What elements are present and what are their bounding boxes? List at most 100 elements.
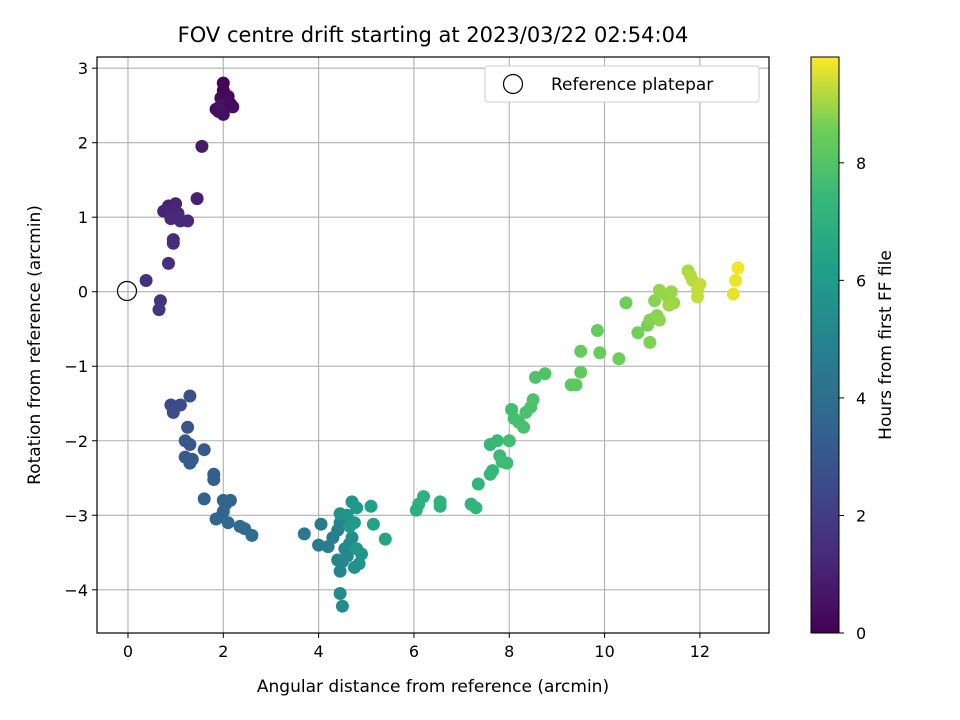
colorbar-gradient [810, 56, 840, 634]
colorbar-tick-label: 4 [856, 389, 866, 408]
data-point [517, 420, 531, 434]
legend-reference-marker [502, 73, 524, 95]
data-point [590, 324, 604, 337]
data-point [366, 517, 380, 531]
data-point [297, 527, 311, 541]
colorbar-ticks: 0 2 4 6 8 [839, 154, 866, 643]
y-tick-label: 1 [78, 208, 88, 227]
data-point [631, 326, 645, 340]
data-point [693, 277, 707, 291]
data-point [183, 389, 197, 403]
legend-box [484, 65, 760, 103]
data-point [195, 139, 209, 153]
data-point [378, 532, 392, 546]
data-point [190, 192, 204, 206]
data-point [526, 393, 540, 407]
data-point [648, 294, 662, 308]
data-point [662, 298, 676, 312]
data-point [347, 560, 361, 574]
legend: Reference platepar [484, 65, 760, 103]
data-point [433, 499, 447, 513]
chart-title: FOV centre drift starting at 2023/03/22 … [178, 23, 689, 47]
data-point [152, 303, 166, 317]
data-point [538, 367, 552, 381]
x-tick-label: 8 [504, 642, 514, 661]
data-point [207, 473, 221, 486]
scatter-points [139, 76, 745, 613]
data-point [209, 512, 223, 526]
x-tick-label: 10 [594, 642, 614, 661]
data-point [355, 547, 368, 561]
data-point [181, 420, 195, 434]
data-point [197, 492, 211, 506]
x-tick-label: 4 [314, 642, 324, 661]
colorbar-tick-label: 8 [856, 154, 866, 173]
data-point [162, 256, 175, 270]
data-point [574, 365, 588, 379]
colorbar-tick-label: 0 [856, 624, 866, 643]
colorbar-tick-label: 6 [856, 271, 866, 290]
data-point [197, 443, 211, 457]
data-point [345, 531, 359, 545]
data-point [139, 274, 153, 287]
data-point [612, 352, 626, 366]
y-tick-label: 3 [78, 59, 88, 78]
data-point [314, 517, 328, 531]
data-point [245, 528, 259, 542]
data-point [731, 261, 745, 275]
data-point [417, 490, 430, 504]
data-point [486, 464, 500, 478]
data-point [519, 405, 533, 419]
y-tick-label: −4 [64, 581, 88, 600]
y-axis-ticks: −4 −3 −2 −1 0 1 2 3 [64, 59, 97, 600]
data-point [569, 378, 583, 392]
data-point [364, 499, 378, 513]
data-point [729, 274, 743, 287]
data-point [619, 296, 633, 310]
data-point [593, 346, 607, 360]
x-tick-label: 6 [409, 642, 419, 661]
data-point [652, 313, 666, 327]
x-tick-label: 12 [690, 642, 710, 661]
x-axis-label: Angular distance from reference (arcmin) [257, 677, 609, 697]
legend-label: Reference platepar [551, 75, 713, 95]
data-point [183, 438, 197, 451]
y-tick-label: 2 [78, 134, 88, 153]
y-tick-label: −1 [64, 357, 88, 376]
x-axis-ticks: 0 2 4 6 8 10 12 [123, 633, 710, 661]
colorbar: 0 2 4 6 8 Hours from first FF file [810, 56, 896, 643]
data-point [726, 287, 740, 301]
data-point [643, 335, 657, 349]
data-point [500, 456, 514, 470]
data-point [574, 344, 588, 358]
data-point [343, 519, 357, 533]
data-point [502, 434, 516, 448]
x-tick-label: 2 [218, 642, 228, 661]
data-point [183, 456, 197, 470]
colorbar-label: Hours from first FF file [876, 250, 896, 440]
data-point [350, 501, 364, 515]
grid-lines [97, 57, 769, 633]
y-tick-label: −2 [64, 432, 88, 451]
data-point [469, 501, 483, 515]
data-point [166, 236, 180, 250]
y-axis-label: Rotation from reference (arcmin) [25, 205, 45, 485]
data-point [335, 599, 349, 613]
colorbar-tick-label: 2 [856, 506, 866, 525]
x-tick-label: 0 [123, 642, 133, 661]
data-point [471, 477, 485, 491]
y-tick-label: −3 [64, 506, 88, 525]
data-point [490, 434, 504, 448]
data-point [223, 97, 237, 111]
reference-marker [116, 280, 138, 302]
data-point [691, 290, 704, 304]
data-point [333, 564, 347, 578]
data-point [333, 587, 347, 600]
data-point [221, 516, 235, 530]
data-point [166, 405, 180, 419]
data-point [181, 214, 195, 228]
data-point [664, 285, 678, 299]
plot-frame [96, 56, 770, 634]
y-tick-label: 0 [78, 283, 88, 302]
